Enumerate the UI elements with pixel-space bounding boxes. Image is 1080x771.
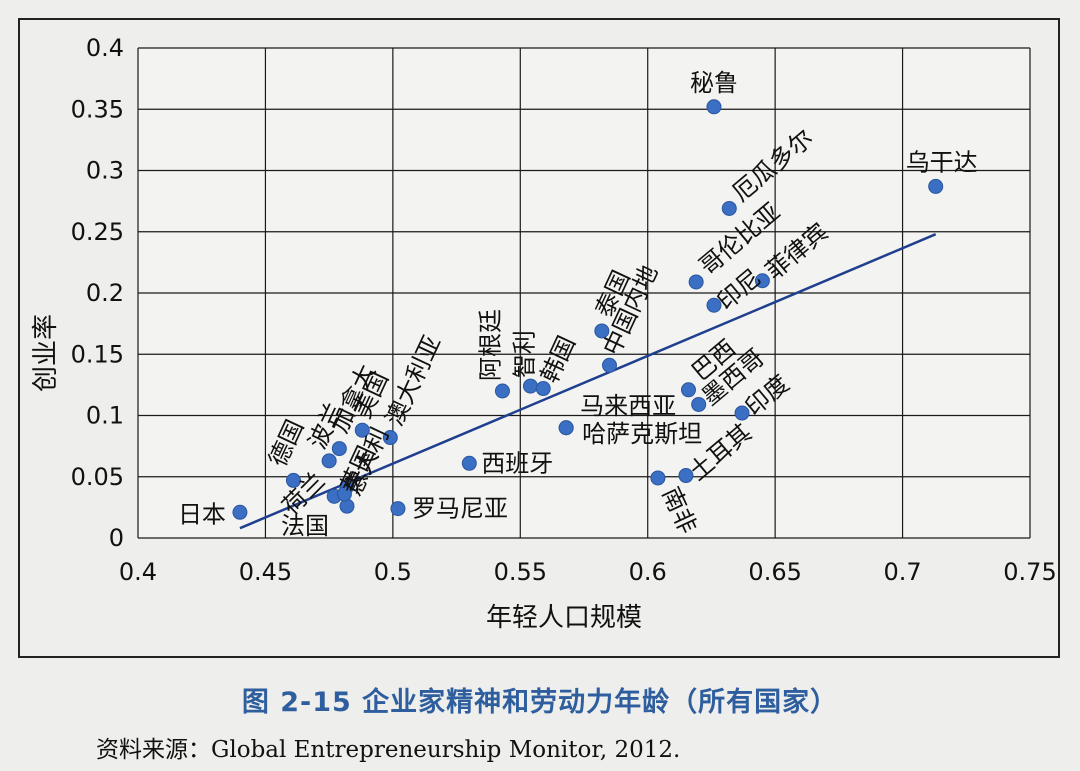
x-axis-title: 年轻人口规模 — [486, 603, 642, 633]
point-label: 西班牙 — [481, 449, 553, 477]
point-label: 法国 — [281, 512, 329, 540]
y-tick-label: 0.2 — [86, 279, 124, 307]
data-point — [594, 323, 610, 339]
data-point — [331, 441, 347, 457]
point-label: 哈萨克斯坦 — [582, 420, 702, 448]
point-label: 秘鲁 — [690, 69, 738, 97]
y-tick-label: 0.25 — [71, 218, 124, 246]
data-point — [734, 405, 750, 421]
point-label: 马来西亚 — [580, 392, 676, 420]
data-point — [382, 430, 398, 446]
x-tick-label: 0.4 — [119, 558, 157, 586]
data-point — [321, 453, 337, 469]
data-point — [721, 200, 737, 216]
data-point — [494, 383, 510, 399]
y-tick-label: 0.1 — [86, 402, 124, 430]
y-tick-label: 0 — [109, 524, 124, 552]
data-point — [706, 297, 722, 313]
y-tick-label: 0.3 — [86, 157, 124, 185]
x-tick-label: 0.65 — [748, 558, 801, 586]
data-point — [680, 382, 696, 398]
data-point — [390, 501, 406, 517]
y-tick-label: 0.15 — [71, 340, 124, 368]
data-point — [336, 486, 352, 502]
data-point — [354, 422, 370, 438]
y-tick-label: 0.05 — [71, 463, 124, 491]
data-point — [232, 504, 248, 520]
data-point — [285, 472, 301, 488]
y-tick-label: 0.35 — [71, 95, 124, 123]
point-label: 罗马尼亚 — [412, 495, 508, 523]
data-point — [928, 178, 944, 194]
data-point — [691, 396, 707, 412]
data-point — [339, 498, 355, 514]
data-point — [461, 455, 477, 471]
y-tick-label: 0.4 — [86, 34, 124, 62]
data-point — [754, 273, 770, 289]
point-label: 日本 — [178, 500, 226, 528]
figure-caption: 图 2-15 企业家精神和劳动力年龄（所有国家） — [241, 687, 839, 718]
point-label: 阿根廷 — [476, 309, 504, 381]
x-tick-label: 0.6 — [629, 558, 667, 586]
x-tick-label: 0.45 — [239, 558, 292, 586]
point-label: 智利 — [510, 330, 538, 378]
data-point — [650, 470, 666, 486]
trend-line — [239, 233, 937, 530]
source-note: 资料来源：Global Entrepreneurship Monitor, 20… — [96, 737, 681, 763]
data-point — [688, 274, 704, 290]
scatter-chart: 0.4 0.45 0.5 0.55 0.6 0.65 0.7 0.75 0 0.05 0.1 0.15… — [18, 18, 1060, 658]
data-point — [706, 99, 722, 115]
y-axis-title: 创业率 — [31, 314, 61, 392]
point-label: 乌干达 — [906, 148, 978, 176]
data-point — [558, 420, 574, 436]
x-tick-label: 0.7 — [883, 558, 921, 586]
data-point — [535, 381, 551, 397]
data-point — [522, 378, 538, 394]
data-point — [678, 468, 694, 484]
x-tick-label: 0.5 — [374, 558, 412, 586]
x-tick-label: 0.55 — [494, 558, 547, 586]
chart-outer-frame — [18, 18, 1060, 658]
data-point — [601, 357, 617, 373]
chart-frame: 0.4 0.45 0.5 0.55 0.6 0.65 0.7 0.75 0 0.05 0.1 0.15… — [18, 18, 1060, 658]
x-tick-label: 0.75 — [1003, 558, 1056, 586]
